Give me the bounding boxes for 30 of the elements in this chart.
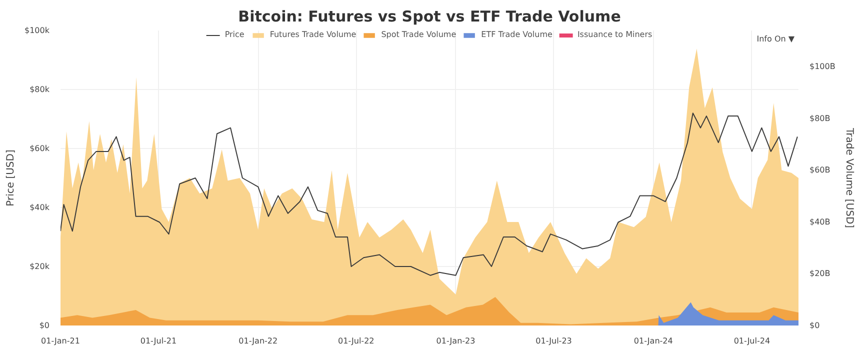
- legend-label: Price: [224, 30, 245, 39]
- y-tick-label: $20k: [30, 262, 50, 271]
- annotation: Info On ▼: [756, 34, 796, 44]
- y2-tick-label: $80B: [810, 114, 830, 123]
- legend-label: Issuance to Miners: [577, 30, 652, 39]
- x-tick-label: 01-Jul-24: [734, 336, 770, 346]
- y-tick-label: $80k: [30, 85, 50, 94]
- y2-tick-label: $100B: [810, 62, 836, 72]
- x-tick-label: 01-Jan-22: [238, 336, 278, 346]
- line-series: [60, 112, 798, 276]
- y2-tick-label: $60B: [810, 166, 830, 175]
- x-tick-label: 01-Jul-23: [536, 336, 572, 346]
- x-tick-label: 01-Jan-21: [41, 336, 80, 346]
- x-tick-label: 01-Jan-24: [634, 336, 673, 346]
- y-tick-label: $60k: [30, 144, 50, 153]
- y2-tick-label: $20B: [810, 269, 830, 278]
- y2-axis-title: Trade Volume [USD]: [843, 126, 854, 228]
- y2-tick-label: $40B: [810, 217, 830, 226]
- x-tick-label: 01-Jul-21: [140, 336, 177, 346]
- y2-tick-label: $0: [810, 321, 820, 330]
- y-axis-title: Price [USD]: [6, 150, 17, 206]
- x-tick-label: 01-Jan-23: [436, 336, 476, 346]
- y-tick-label: $0: [39, 321, 50, 330]
- chart-title: Bitcoin: Futures vs Spot vs ETF Trade Volume: [238, 8, 621, 26]
- y-tick-label: $100k: [24, 26, 50, 35]
- x-tick-label: 01-Jul-22: [338, 336, 374, 346]
- legend-label: Spot Trade Volume: [381, 30, 456, 39]
- legend-label: Futures Trade Volume: [270, 30, 356, 39]
- legend-label: ETF Trade Volume: [481, 30, 552, 39]
- y-tick-label: $40k: [30, 203, 50, 212]
